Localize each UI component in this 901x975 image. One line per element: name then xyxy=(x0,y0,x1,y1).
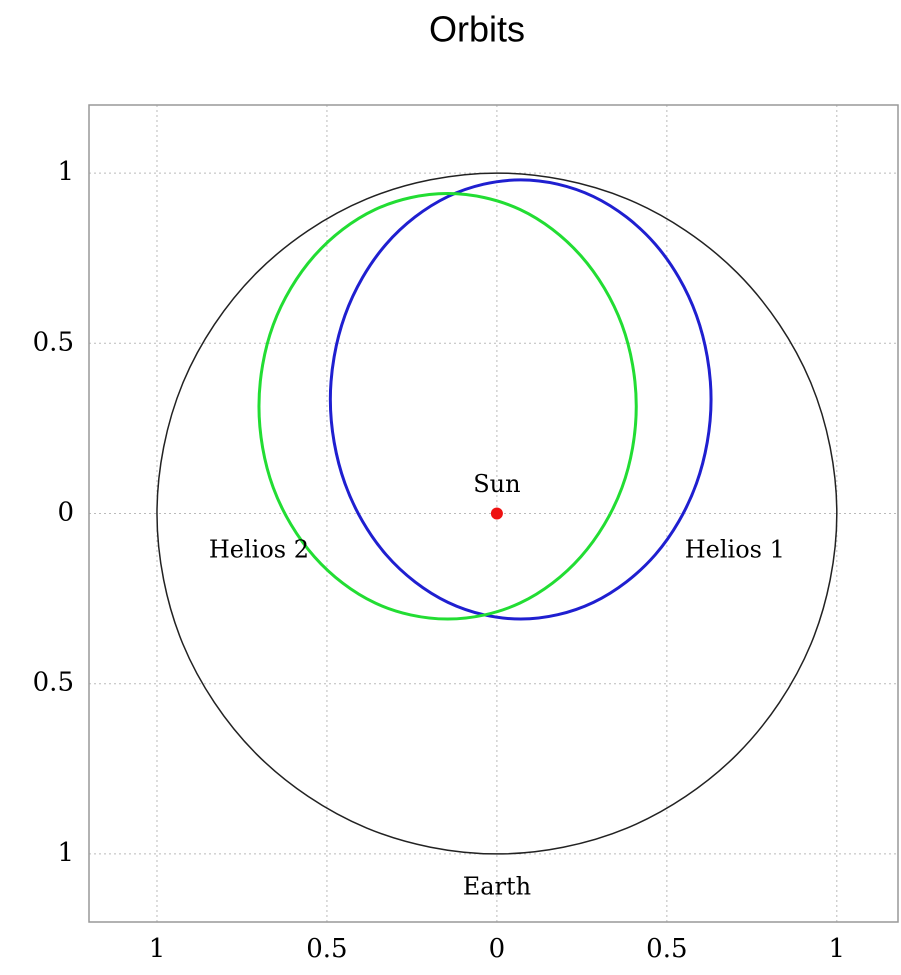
x-tick-label: 0.5 xyxy=(646,934,687,964)
y-tick-label: 0 xyxy=(57,498,74,528)
x-tick-label: 0.5 xyxy=(306,934,347,964)
sun-marker xyxy=(490,507,503,520)
plot-frame xyxy=(88,104,899,923)
chart-title: Orbits xyxy=(429,9,525,50)
orbit-label: Helios 2 xyxy=(209,535,309,563)
orbit-label: Helios 1 xyxy=(685,535,785,563)
y-tick-label: 0.5 xyxy=(33,668,74,698)
y-tick-label: 1 xyxy=(57,157,74,187)
x-tick-label: 0 xyxy=(489,934,506,964)
y-tick-label: 0.5 xyxy=(33,327,74,357)
orbit-line xyxy=(156,172,838,855)
orbit-line xyxy=(257,192,638,621)
orbit-line xyxy=(328,178,713,621)
orbit-label: Earth xyxy=(463,872,531,900)
marker-label: Sun xyxy=(473,470,520,498)
y-tick-label: 1 xyxy=(57,838,74,868)
x-tick-label: 1 xyxy=(149,934,166,964)
x-tick-label: 1 xyxy=(829,934,846,964)
